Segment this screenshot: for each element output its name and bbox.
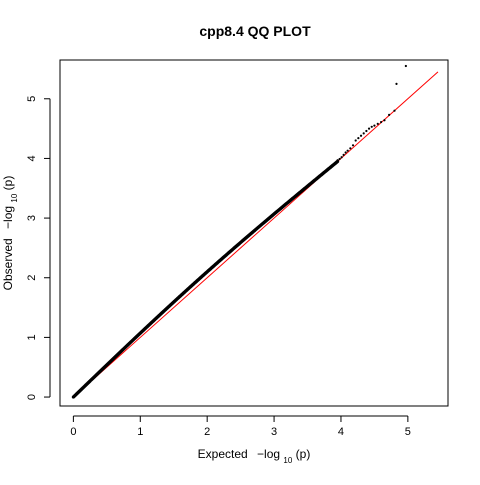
data-point — [362, 132, 365, 135]
y-tick-label: 4 — [26, 155, 38, 161]
x-tick-label: 0 — [70, 426, 76, 438]
plot-frame — [59, 59, 449, 407]
x-tick-label: 3 — [271, 426, 277, 438]
data-point — [359, 134, 363, 137]
data-point — [342, 153, 345, 156]
x-tick-label: 1 — [137, 426, 143, 438]
reference-line-layer — [73, 71, 439, 398]
y-tick-label: 2 — [26, 275, 38, 281]
y-tick-label: 1 — [26, 334, 38, 340]
chart-title: cpp8.4 QQ PLOT — [199, 23, 311, 39]
data-point — [373, 124, 376, 127]
data-point — [388, 113, 391, 116]
data-point — [383, 119, 386, 122]
data-point — [380, 120, 383, 124]
x-tick-label: 4 — [338, 426, 344, 438]
x-tick-label: 2 — [204, 426, 210, 438]
x-axis-label-func: −log — [257, 447, 280, 461]
points-layer — [71, 64, 407, 399]
data-point — [346, 149, 349, 152]
y-tick-label: 3 — [26, 215, 38, 221]
data-point — [395, 82, 398, 85]
x-axis-label-sub: 10 — [283, 456, 292, 465]
data-point — [336, 159, 339, 162]
data-point — [338, 157, 341, 161]
data-point — [365, 129, 368, 133]
y-axis-label-prefix: Observed — [1, 238, 15, 290]
reference-line — [73, 71, 439, 398]
data-point — [393, 109, 396, 112]
x-tick-label: 5 — [405, 426, 411, 438]
data-point — [351, 144, 355, 147]
data-point — [367, 127, 371, 130]
y-axis-label-arg: (p) — [1, 176, 15, 191]
y-axis-label-sub: 10 — [10, 193, 19, 202]
data-point — [376, 122, 379, 125]
y-axis-label: Observed −log 10 (p) — [1, 176, 19, 291]
y-axis-label-func: −log — [1, 206, 15, 229]
y-tick-label: 0 — [26, 394, 38, 400]
data-point — [404, 64, 407, 68]
x-axis: 0 1 2 3 4 5 — [70, 415, 411, 438]
x-axis-label-arg: (p) — [296, 447, 311, 461]
data-point — [370, 125, 373, 128]
data-point — [357, 137, 360, 140]
x-axis-label: Expected −log 10 (p) — [198, 447, 311, 465]
x-axis-label-prefix: Expected — [198, 447, 248, 461]
data-point — [349, 147, 352, 150]
data-point — [340, 156, 343, 159]
data-point — [344, 151, 347, 154]
data-point — [354, 139, 357, 142]
y-tick-label: 5 — [26, 96, 38, 102]
y-axis: 0 1 2 3 4 5 — [26, 96, 51, 400]
